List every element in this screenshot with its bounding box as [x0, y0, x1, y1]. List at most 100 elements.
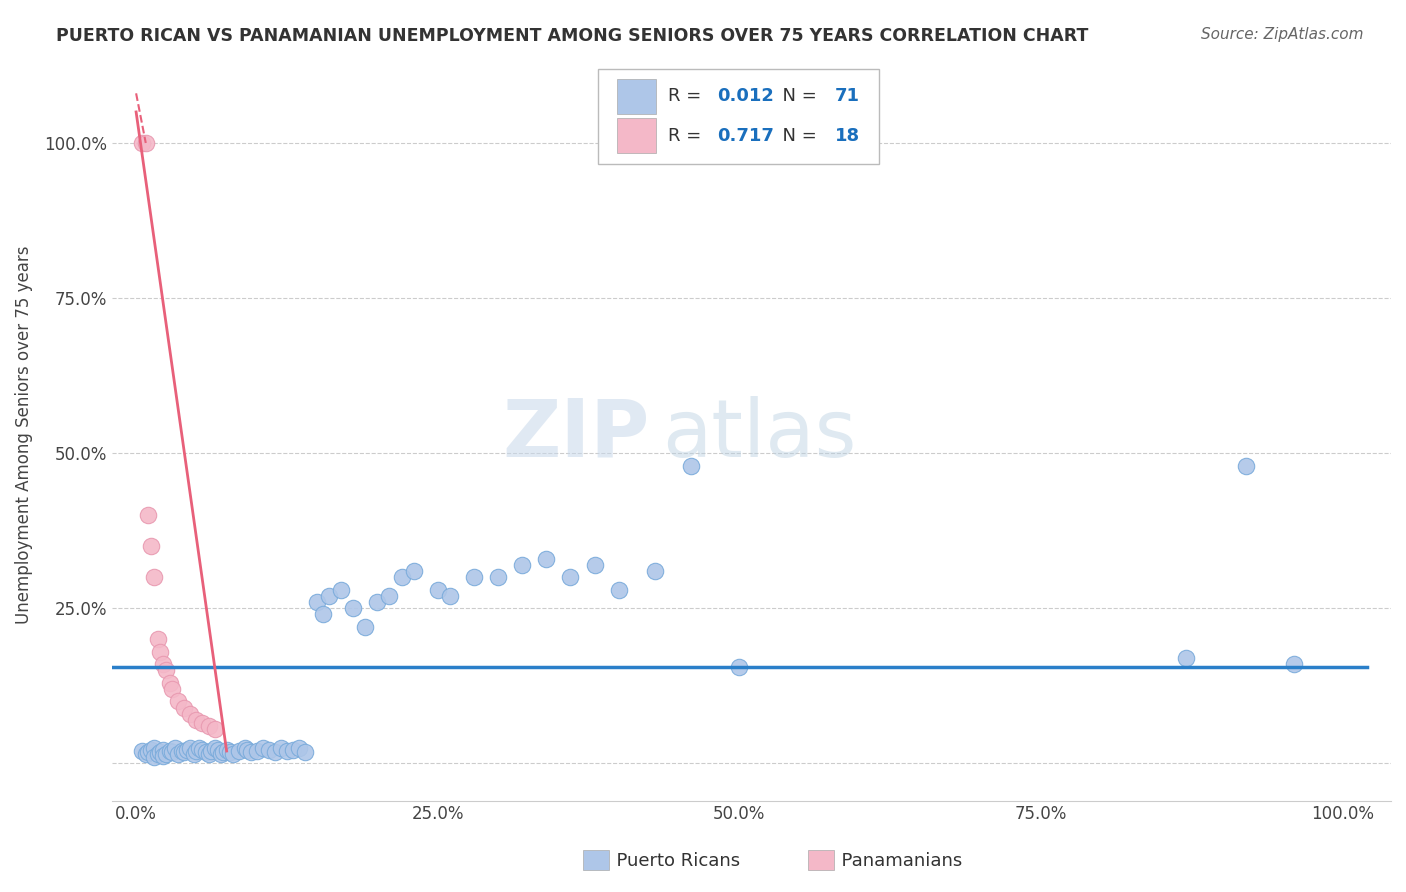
- Point: [149, 745, 172, 759]
- Point: [1174, 651, 1197, 665]
- Text: R =: R =: [668, 127, 707, 145]
- Text: Puerto Ricans: Puerto Ricans: [605, 852, 740, 870]
- Point: [155, 747, 177, 761]
- Point: [236, 743, 259, 757]
- Point: [486, 570, 509, 584]
- Point: [135, 136, 157, 150]
- Text: 18: 18: [835, 127, 859, 145]
- Point: [463, 570, 485, 584]
- Text: ZIP: ZIP: [502, 395, 650, 474]
- Point: [136, 508, 159, 523]
- Text: N =: N =: [770, 127, 823, 145]
- FancyBboxPatch shape: [617, 78, 655, 114]
- Point: [239, 745, 262, 759]
- Text: atlas: atlas: [662, 395, 856, 474]
- Point: [183, 747, 205, 761]
- Point: [167, 694, 190, 708]
- Point: [215, 743, 238, 757]
- Point: [170, 744, 193, 758]
- Point: [354, 620, 377, 634]
- Point: [187, 740, 209, 755]
- Point: [276, 744, 298, 758]
- Point: [152, 657, 174, 672]
- Point: [536, 551, 558, 566]
- Text: PUERTO RICAN VS PANAMANIAN UNEMPLOYMENT AMONG SENIORS OVER 75 YEARS CORRELATION : PUERTO RICAN VS PANAMANIAN UNEMPLOYMENT …: [56, 27, 1088, 45]
- Point: [318, 589, 340, 603]
- Point: [426, 582, 449, 597]
- FancyBboxPatch shape: [598, 69, 879, 164]
- Point: [1284, 657, 1306, 672]
- Point: [204, 723, 226, 737]
- Point: [644, 564, 666, 578]
- Text: 71: 71: [835, 87, 859, 105]
- Point: [233, 740, 256, 755]
- Point: [583, 558, 606, 572]
- Point: [402, 564, 425, 578]
- Point: [252, 740, 274, 755]
- Point: [439, 589, 461, 603]
- Point: [221, 747, 243, 761]
- Point: [204, 740, 226, 755]
- Point: [135, 747, 157, 761]
- Point: [186, 744, 208, 758]
- Point: [209, 747, 232, 761]
- Point: [330, 582, 353, 597]
- Point: [681, 458, 703, 473]
- Point: [212, 745, 235, 759]
- Point: [228, 744, 250, 758]
- Text: R =: R =: [668, 87, 707, 105]
- Point: [173, 745, 195, 759]
- Point: [152, 743, 174, 757]
- Point: [510, 558, 533, 572]
- Point: [560, 570, 582, 584]
- Point: [131, 744, 153, 758]
- Point: [391, 570, 413, 584]
- Text: Panamanians: Panamanians: [830, 852, 962, 870]
- Point: [257, 743, 280, 757]
- FancyBboxPatch shape: [617, 119, 655, 153]
- Point: [263, 745, 285, 759]
- Point: [366, 595, 388, 609]
- Point: [163, 740, 186, 755]
- Point: [270, 740, 292, 755]
- Point: [146, 747, 169, 761]
- Point: [155, 663, 177, 677]
- Point: [152, 748, 174, 763]
- Point: [149, 645, 172, 659]
- Point: [179, 706, 201, 721]
- Point: [159, 744, 181, 758]
- Point: [162, 681, 184, 696]
- Point: [191, 716, 214, 731]
- Point: [607, 582, 630, 597]
- Point: [159, 675, 181, 690]
- Point: [191, 743, 214, 757]
- Point: [136, 745, 159, 759]
- Point: [200, 744, 222, 758]
- Point: [167, 747, 190, 761]
- Text: Source: ZipAtlas.com: Source: ZipAtlas.com: [1201, 27, 1364, 42]
- Text: 0.717: 0.717: [717, 127, 773, 145]
- Text: 0.012: 0.012: [717, 87, 773, 105]
- Text: N =: N =: [770, 87, 823, 105]
- Point: [176, 743, 198, 757]
- Point: [139, 743, 162, 757]
- Point: [143, 750, 166, 764]
- Point: [288, 740, 311, 755]
- Point: [195, 745, 218, 759]
- Point: [173, 700, 195, 714]
- Point: [307, 595, 329, 609]
- Point: [162, 745, 184, 759]
- Y-axis label: Unemployment Among Seniors over 75 years: Unemployment Among Seniors over 75 years: [15, 245, 32, 624]
- Point: [207, 743, 229, 757]
- Point: [146, 632, 169, 647]
- Point: [197, 719, 219, 733]
- Point: [312, 607, 335, 622]
- Point: [143, 740, 166, 755]
- Point: [728, 660, 751, 674]
- Point: [131, 136, 153, 150]
- Point: [281, 743, 304, 757]
- Point: [378, 589, 401, 603]
- Point: [294, 745, 316, 759]
- Point: [246, 744, 269, 758]
- Point: [139, 539, 162, 553]
